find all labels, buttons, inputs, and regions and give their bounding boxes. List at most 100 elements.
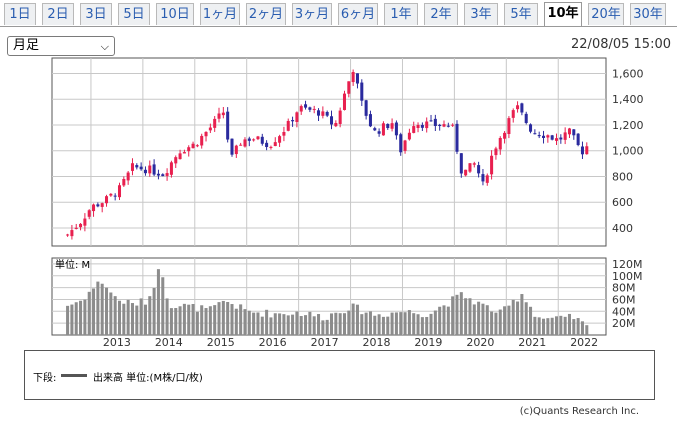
candle-body [286,120,290,131]
candle-body [377,131,381,134]
price-tick-label: 1,000 [612,145,644,158]
candle-body [130,163,134,171]
volume-bar [265,309,269,335]
candle-body [256,136,260,140]
tab-5[interactable]: 1ヶ月 [200,3,240,25]
candle-body [174,157,178,164]
candle-body [247,138,251,141]
candle-body [351,72,355,83]
period-select[interactable]: 月足 ⌵ [7,36,115,56]
tab-0[interactable]: 1日 [4,3,36,25]
volume-bar [438,306,442,335]
volume-bar [191,304,195,335]
tab-2[interactable]: 3日 [80,3,112,25]
volume-bar [83,299,87,335]
volume-bar [273,313,277,335]
timestamp: 22/08/05 15:00 [571,37,671,52]
candle-body [260,136,264,144]
stock-chart: 2013 2014 2015 2016 2017 2018 2019 2020 2021 2022… [51,57,644,349]
volume-bar [182,303,186,335]
volume-bar [425,316,429,335]
candle-body [325,112,329,116]
candle-body [117,185,122,198]
volume-bar [498,309,502,335]
volume-bar [468,298,472,335]
tab-13[interactable]: 10年 [544,2,582,26]
volume-bar [100,283,104,335]
tab-9[interactable]: 1年 [384,3,418,25]
volume-bar [169,308,173,335]
candle-body [390,123,394,129]
legend-box: 下段: 出来高 単位:(M株/口/枚) [24,350,655,400]
candle-body [347,81,351,94]
price-tick-label: 400 [612,222,633,235]
candle-body [472,163,476,165]
volume-bar [567,313,571,335]
tab-8[interactable]: 6ヶ月 [338,3,378,25]
x-tick-label: 2020 [466,336,494,349]
candle-body [113,195,117,197]
candle-body [524,113,528,123]
volume-bar [208,306,212,335]
volume-tick-label: 60M [612,293,636,306]
tab-3[interactable]: 5日 [118,3,150,25]
candle-body [477,165,481,174]
volume-bar [451,296,455,335]
tab-4[interactable]: 10日 [156,3,194,25]
candle-body [269,146,273,148]
volume-bar [550,317,554,335]
candle-body [585,146,589,155]
volume-bar [373,315,377,335]
volume-bar [446,306,450,335]
tab-1[interactable]: 2日 [42,3,74,25]
candle-body [139,166,143,170]
volume-bar [576,318,580,335]
candle-body [226,111,230,140]
volume-bar [204,308,208,335]
volume-bar [394,312,398,335]
volume-bar [334,312,338,335]
volume-bar [546,318,550,335]
x-tick-label: 2021 [518,336,546,349]
tab-7[interactable]: 3ヶ月 [292,3,332,25]
candle-body [66,234,70,236]
tab-11[interactable]: 3年 [464,3,498,25]
candle-body [135,165,139,168]
candle-body [546,135,550,138]
candle-body [243,139,247,147]
candle-body [282,131,286,136]
candle-body [329,116,334,125]
volume-bar [338,313,342,335]
volume-bar [299,316,303,335]
candle-body [156,173,160,176]
tab-6[interactable]: 2ヶ月 [246,3,286,25]
tab-14[interactable]: 20年 [588,3,624,25]
tab-10[interactable]: 2年 [424,3,458,25]
candle-body [208,127,212,131]
candle-body [403,140,407,151]
candle-body [490,155,494,175]
volume-bar [494,312,498,335]
tab-12[interactable]: 5年 [504,3,538,25]
price-tick-label: 1,600 [612,67,644,80]
volume-bar [200,305,204,335]
candle-body [304,104,308,108]
volume-unit-label: 単位: M [55,258,90,271]
volume-bar [66,305,70,335]
candle-body [563,132,567,140]
volume-bar [429,313,433,335]
volume-bar [329,313,334,335]
candle-body [407,132,411,140]
volume-bar [234,308,238,335]
volume-bar [524,302,528,335]
candle-body [537,135,541,137]
legend-label: 下段: [33,373,57,384]
candle-body [364,100,368,116]
candle-body [360,82,364,101]
volume-tick-label: 100M [612,270,643,283]
volume-bar [87,291,91,335]
volume-bar [481,303,485,335]
tab-15[interactable]: 30年 [630,3,666,25]
candle-body [520,103,524,113]
candle-body [368,114,372,127]
